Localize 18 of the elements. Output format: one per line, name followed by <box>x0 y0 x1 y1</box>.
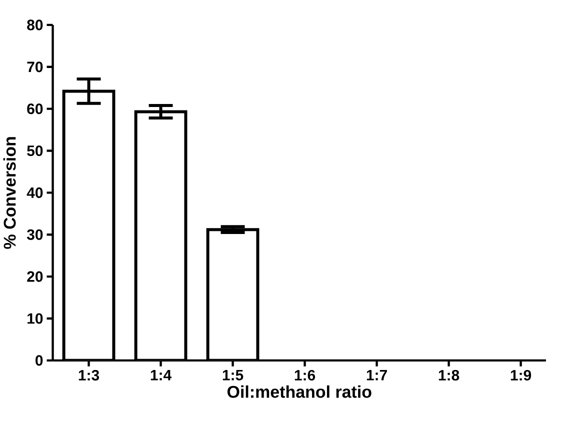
y-tick-label: 70 <box>27 61 43 72</box>
y-tick-label: 10 <box>28 313 43 324</box>
y-tick-label: 50 <box>27 145 43 156</box>
x-tick-label: 1:9 <box>510 370 532 380</box>
x-tick-label: 1:6 <box>294 370 316 380</box>
x-axis-title: Oil:methanol ratio <box>227 385 372 398</box>
x-tick-label: 1:4 <box>150 370 172 380</box>
y-tick-label: 60 <box>27 103 43 114</box>
x-tick-label: 1:5 <box>222 370 244 380</box>
y-tick-label: 30 <box>26 229 43 240</box>
y-tick-label: 0 <box>36 354 43 366</box>
y-tick-label: 20 <box>27 271 43 282</box>
y-tick-label: 40 <box>26 187 43 198</box>
x-tick-label: 1:7 <box>366 370 387 380</box>
y-tick-label: 80 <box>27 20 43 30</box>
x-tick-label: 1:3 <box>78 370 100 380</box>
y-axis-title: % Conversion <box>3 137 16 249</box>
x-tick-label: 1:8 <box>438 370 460 380</box>
